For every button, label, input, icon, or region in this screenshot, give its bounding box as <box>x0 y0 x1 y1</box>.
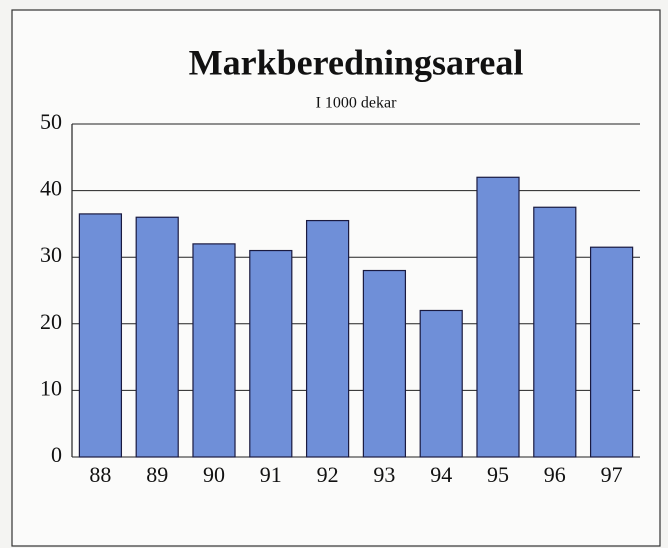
x-tick-label: 88 <box>89 462 111 487</box>
bar <box>362 269 407 458</box>
y-tick-label: 30 <box>40 242 62 267</box>
chart-subtitle: I 1000 dekar <box>316 95 398 112</box>
y-tick-label: 50 <box>40 109 62 134</box>
bar <box>533 206 577 458</box>
y-tick-label: 20 <box>40 309 62 334</box>
bar <box>78 213 123 458</box>
x-tick-label: 91 <box>260 462 282 487</box>
y-tick-label: 0 <box>51 442 62 467</box>
x-tick-label: 94 <box>430 462 452 487</box>
bar <box>419 309 463 458</box>
bar <box>135 216 179 458</box>
bar <box>249 249 293 458</box>
x-tick-label: 89 <box>146 462 168 487</box>
x-tick-label: 97 <box>601 462 623 487</box>
bar <box>192 243 236 458</box>
x-tick-label: 96 <box>544 462 566 487</box>
x-tick-label: 93 <box>373 462 395 487</box>
x-tick-label: 92 <box>317 462 339 487</box>
y-tick-label: 40 <box>40 176 62 201</box>
bar <box>476 176 520 458</box>
chart-title: Markberedningsareal <box>189 42 524 82</box>
bar <box>305 219 350 458</box>
x-tick-label: 95 <box>487 462 509 487</box>
x-tick-label: 90 <box>203 462 225 487</box>
y-tick-label: 10 <box>40 375 62 400</box>
bar <box>589 246 634 458</box>
